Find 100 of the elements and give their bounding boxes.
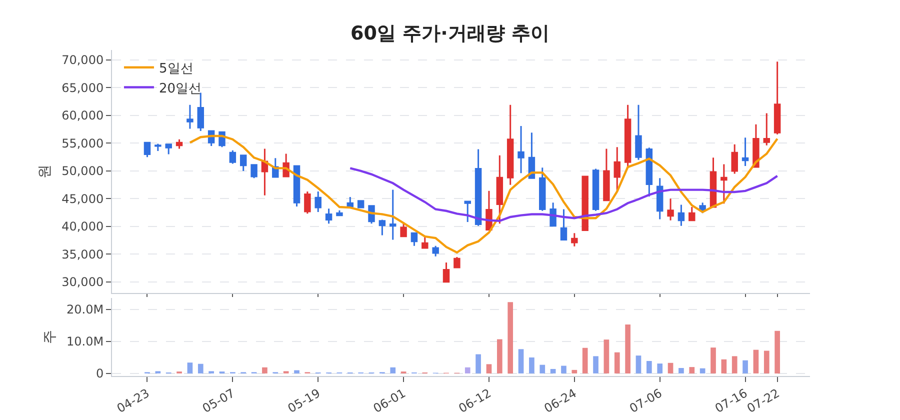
bar bbox=[508, 302, 514, 374]
y-axis-title: 주 bbox=[42, 330, 58, 344]
y-tick-label: 60,000 bbox=[62, 108, 104, 123]
bar bbox=[625, 324, 630, 374]
y-tick-label: 55,000 bbox=[62, 136, 104, 150]
bar bbox=[187, 362, 193, 374]
bar bbox=[742, 360, 748, 374]
candlestick bbox=[176, 138, 183, 150]
candlestick bbox=[496, 154, 504, 224]
candlestick bbox=[720, 164, 728, 204]
candlestick bbox=[624, 104, 632, 168]
candlestick bbox=[656, 177, 664, 220]
candlestick bbox=[154, 143, 162, 152]
bar bbox=[774, 330, 780, 374]
bar bbox=[262, 367, 268, 374]
candlestick bbox=[144, 142, 151, 158]
candlestick bbox=[646, 146, 653, 198]
candlestick bbox=[603, 148, 610, 202]
candlestick bbox=[454, 256, 460, 269]
candlestick bbox=[293, 165, 300, 208]
candlestick bbox=[763, 112, 770, 146]
bar bbox=[464, 367, 470, 374]
candlestick bbox=[506, 104, 514, 186]
candlestick bbox=[560, 208, 568, 240]
y-tick-label: 0 bbox=[96, 366, 104, 381]
bar bbox=[294, 370, 300, 374]
candlestick bbox=[464, 200, 471, 223]
candlestick bbox=[688, 206, 696, 222]
candlestick bbox=[422, 235, 428, 249]
candlestick bbox=[346, 196, 354, 208]
bar bbox=[636, 356, 642, 374]
y-tick-label: 30,000 bbox=[62, 275, 104, 290]
candlestick bbox=[400, 222, 407, 238]
candlestick bbox=[357, 200, 364, 208]
candlestick bbox=[571, 232, 578, 248]
bar bbox=[550, 368, 556, 374]
bar bbox=[646, 360, 652, 374]
y-tick-label: 35,000 bbox=[62, 247, 104, 262]
y-tick-label: 40,000 bbox=[62, 220, 104, 234]
bar bbox=[593, 356, 598, 374]
candlestick bbox=[752, 124, 760, 168]
candlestick bbox=[678, 204, 685, 227]
candlestick bbox=[240, 154, 247, 172]
bar bbox=[604, 340, 610, 374]
candlestick bbox=[474, 148, 482, 227]
bar bbox=[486, 364, 492, 374]
candlestick bbox=[667, 198, 674, 222]
candlestick bbox=[592, 168, 600, 212]
candlestick bbox=[582, 176, 588, 232]
bar bbox=[561, 366, 566, 374]
candlestick bbox=[186, 104, 194, 130]
candlestick bbox=[390, 189, 396, 240]
bar bbox=[689, 367, 695, 374]
candlestick bbox=[165, 144, 172, 156]
candlestick bbox=[261, 148, 268, 196]
y-tick-label: 50,000 bbox=[62, 164, 104, 178]
bar bbox=[198, 364, 204, 374]
bar bbox=[700, 368, 706, 374]
line-series bbox=[349, 167, 778, 222]
candlestick bbox=[442, 262, 450, 283]
candlestick bbox=[528, 132, 536, 179]
y-tick-label: 45,000 bbox=[62, 192, 104, 206]
bar bbox=[710, 348, 716, 374]
line-series bbox=[188, 134, 778, 254]
bar bbox=[518, 349, 524, 374]
candlestick bbox=[304, 190, 311, 214]
y-tick-label: 20.0M bbox=[66, 302, 104, 317]
legend-label: 5일선 bbox=[158, 61, 194, 76]
candlestick bbox=[314, 190, 322, 213]
y-tick-label: 70,000 bbox=[62, 53, 104, 68]
candlestick bbox=[774, 60, 781, 136]
candlestick bbox=[539, 166, 546, 212]
bar bbox=[496, 339, 502, 374]
bar bbox=[732, 356, 738, 374]
candlestick bbox=[336, 210, 343, 216]
bar bbox=[678, 368, 684, 374]
bar bbox=[721, 359, 727, 374]
bar bbox=[614, 352, 620, 374]
chart-title: 60일 주가·거래량 추이 bbox=[350, 22, 550, 44]
candlestick bbox=[250, 164, 258, 179]
bar bbox=[668, 362, 674, 374]
candlestick bbox=[518, 125, 524, 174]
bar bbox=[657, 364, 663, 374]
candlestick bbox=[731, 144, 738, 174]
y-axis-title: 원 bbox=[37, 164, 54, 178]
candlestick bbox=[742, 136, 749, 167]
candlestick bbox=[229, 150, 236, 164]
bar bbox=[529, 357, 534, 374]
bar bbox=[476, 354, 481, 374]
bar bbox=[582, 348, 588, 374]
y-tick-label: 65,000 bbox=[62, 80, 104, 95]
bar bbox=[540, 364, 546, 374]
legend-label: 20일선 bbox=[158, 81, 202, 96]
candlestick bbox=[378, 219, 386, 236]
candlestick bbox=[410, 232, 418, 247]
candlestick bbox=[432, 245, 439, 258]
candlestick bbox=[635, 104, 642, 161]
bar bbox=[764, 350, 770, 374]
bar bbox=[753, 350, 759, 374]
y-tick-label: 10.0M bbox=[66, 334, 104, 349]
